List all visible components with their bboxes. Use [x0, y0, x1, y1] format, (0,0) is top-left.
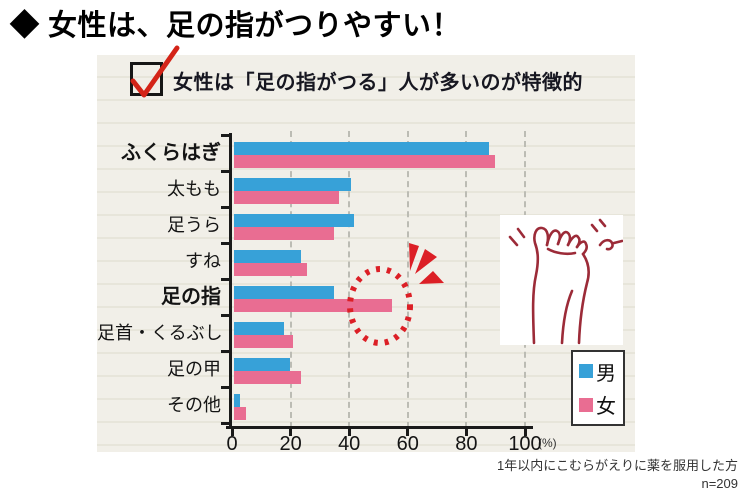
bar-女: [234, 335, 293, 348]
bar-男: [234, 358, 290, 371]
x-axis-label: 60: [396, 433, 419, 455]
bar-女: [234, 263, 308, 276]
cramped-foot-sketch-icon: [508, 218, 624, 345]
category-label: 足首・くるぶし: [97, 323, 223, 343]
chart-panel: 女性は「足の指がつる」人が多いのが特徴的 (%) 0 20 40 60 80 100 ふくら…: [97, 45, 635, 455]
gridline: [406, 131, 409, 428]
category-label: その他: [167, 395, 221, 415]
legend-swatch-女: [579, 397, 593, 412]
y-axis-tick: [221, 350, 230, 353]
bar-女: [234, 191, 340, 204]
legend-item: 女: [579, 390, 623, 419]
legend-item: 男: [579, 357, 623, 386]
y-axis-tick: [221, 170, 230, 173]
bar-男: [234, 178, 352, 191]
category-label: ふくらはぎ: [121, 142, 221, 164]
y-axis-tick: [221, 278, 230, 281]
legend-label: 男: [596, 362, 616, 385]
category-label: 足の指: [161, 286, 221, 308]
y-axis-line: [229, 133, 232, 428]
x-axis-tick: [347, 429, 351, 436]
y-axis-tick: [221, 134, 230, 137]
category-label: 足の甲: [167, 359, 221, 379]
footnote: 1年以内にこむらがえりに薬を服用した方 n=209: [497, 457, 738, 492]
x-axis-unit: (%): [538, 436, 557, 450]
y-axis-tick: [221, 314, 230, 317]
bar-女: [234, 371, 302, 384]
gridline: [289, 131, 292, 428]
category-label: 足うら: [167, 215, 221, 235]
gridline: [465, 131, 468, 428]
page-title: ◆ 女性は、足の指がつりやすい！: [10, 10, 462, 42]
x-axis-label: 100: [508, 433, 542, 455]
foot-illustration: [500, 215, 624, 345]
y-axis-tick: [221, 386, 230, 389]
bar-女: [234, 227, 334, 240]
x-axis-line: [226, 426, 533, 429]
legend-label: 女: [596, 396, 616, 419]
bar-女: [234, 155, 495, 168]
highlight-circle-icon: [347, 266, 413, 346]
legend-swatch-男: [579, 364, 593, 379]
bar-男: [234, 322, 284, 335]
category-label: すね: [185, 251, 221, 271]
legend: 男女: [571, 350, 625, 426]
x-axis-tick: [523, 429, 527, 436]
bar-男: [234, 142, 489, 155]
y-axis-tick: [221, 206, 230, 209]
gridline: [348, 131, 351, 428]
callout-text: 女性は「足の指がつる」人が多いのが特徴的: [173, 72, 583, 94]
bar-男: [234, 286, 334, 299]
bar-chart: (%) 0 20 40 60 80 100 ふくらはぎ太もも足うらすね足の指足首・くるぶし足…: [97, 55, 635, 455]
x-axis-tick: [230, 429, 234, 436]
x-axis-label: 40: [338, 433, 361, 455]
x-axis-tick: [406, 429, 410, 436]
bar-男: [234, 214, 355, 227]
x-axis-tick: [464, 429, 468, 436]
x-axis-label: 0: [226, 433, 238, 455]
x-axis-label: 20: [279, 433, 302, 455]
y-axis-tick: [221, 242, 230, 245]
category-label: 太もも: [167, 179, 221, 199]
footnote-line2: n=209: [701, 475, 738, 491]
bar-男: [234, 250, 302, 263]
red-check-icon: [130, 45, 180, 98]
x-axis-tick: [289, 429, 293, 436]
bar-女: [234, 407, 246, 420]
y-axis-tick: [221, 422, 230, 425]
emphasis-burst-icon: [409, 243, 444, 284]
x-axis-label: 80: [455, 433, 478, 455]
bar-男: [234, 394, 240, 407]
footnote-line1: 1年以内にこむらがえりに薬を服用した方: [497, 458, 738, 473]
